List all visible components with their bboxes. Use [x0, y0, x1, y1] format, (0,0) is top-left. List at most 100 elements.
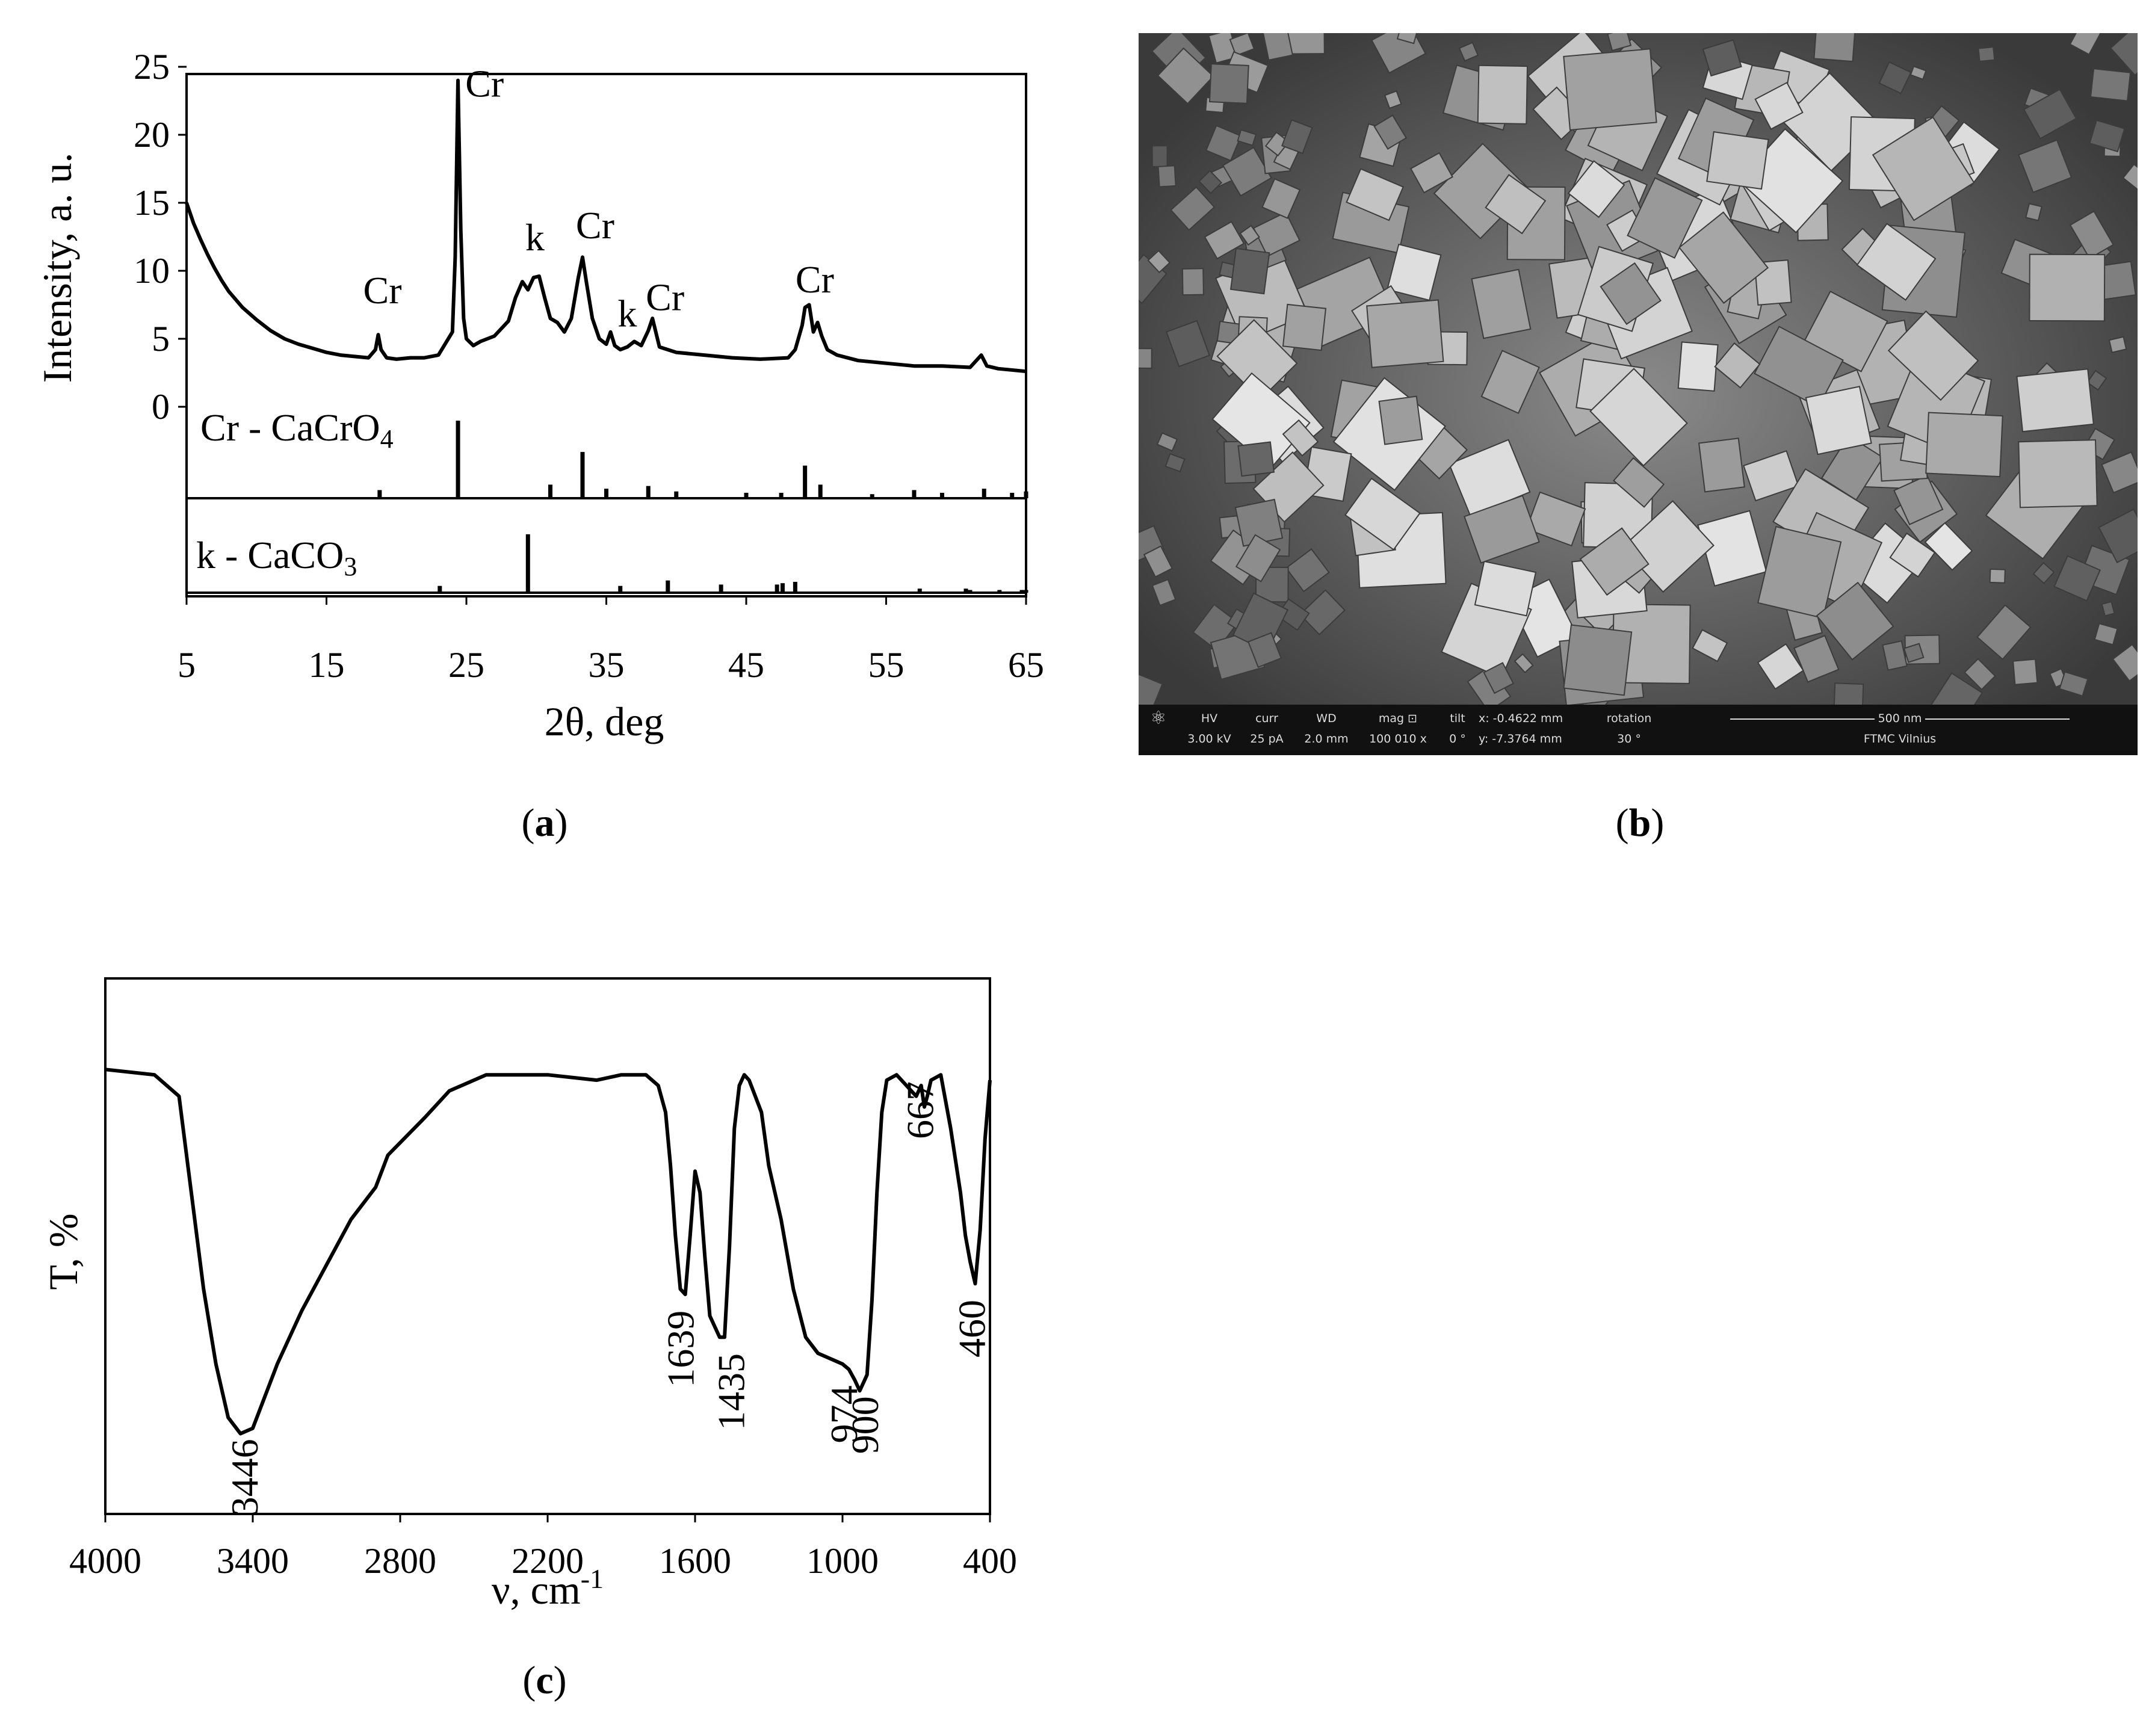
xrd-caco3-reference — [187, 534, 1028, 594]
sem-crystal-grain — [1366, 299, 1444, 368]
sem-crystal-grain — [1208, 63, 1249, 104]
sem-crystal-grain — [1702, 39, 1742, 77]
sem-crystal-grain — [1229, 247, 1270, 295]
sem-crystal-grain — [1216, 319, 1298, 401]
xrd-peak-label: Cr — [576, 204, 614, 247]
ftir-band-label: 900 — [844, 1396, 886, 1454]
sem-crystal-grain — [1856, 223, 1937, 301]
sem-crystal-grain — [2069, 33, 2103, 55]
sem-crystal-grain — [1589, 368, 1688, 467]
sem-info-bar: ⚛ HV 3.00 kV curr 25 pA WD 2.0 mm mag ⊡ 100 … — [1139, 705, 2138, 755]
sem-crystal-grain — [1514, 653, 1534, 673]
panel-caption-b: (b) — [1615, 801, 1665, 845]
sem-crystal-grain — [1743, 450, 1799, 502]
sem-crystal-grain — [1805, 386, 1872, 456]
cacro4-ref-label: Cr - CaCrO4 — [200, 406, 394, 454]
ftir-x-ticks: 4000 3400 2800 2200 1600 1000 400 — [69, 1514, 1017, 1581]
xrd-x-ticks: 5 15 25 35 45 55 65 — [178, 596, 1044, 685]
sem-crystal-grain — [1925, 412, 2003, 478]
sem-crystal-grain — [1924, 522, 1973, 571]
ftir-band-label: 3446 — [223, 1439, 266, 1516]
sem-lab-name: FTMC Vilnius — [1863, 732, 1937, 746]
sem-crystal-grain — [1386, 243, 1442, 301]
ftir-band-label: 460 — [950, 1300, 993, 1358]
sem-crystal-grain — [1157, 47, 1214, 105]
sem-crystal-grain — [2101, 601, 2115, 617]
sem-crystal-grain — [1698, 437, 1745, 493]
ftir-chart: 4000 3400 2800 2200 1600 1000 400 3446 16391435… — [40, 977, 1017, 1613]
sem-crystal-grain — [1139, 348, 1152, 369]
sem-crystal-grain — [1485, 174, 1547, 235]
xrd-x-tick-label: 65 — [1008, 645, 1044, 685]
sem-crystal-grain — [1211, 372, 1311, 470]
ftir-band-label: 1435 — [710, 1353, 752, 1430]
sem-crystal-grain — [1247, 632, 1282, 669]
sem-crystal-grain — [1697, 510, 1767, 587]
xrd-x-tick-label: 45 — [728, 645, 764, 685]
sem-scale-and-lab: 500 nm FTMC Vilnius — [1668, 708, 2132, 749]
sem-crystal-grain — [1754, 326, 1844, 408]
sem-crystal-grain — [1477, 64, 1529, 125]
ftir-x-tick-label: 2200 — [512, 1541, 584, 1581]
sem-crystal-grain — [1816, 581, 1894, 661]
sem-crystal-grain — [1181, 268, 1204, 296]
sem-crystal-grain — [1285, 548, 1330, 593]
sem-crystal-grain — [1378, 395, 1423, 445]
xrd-y-axis-label: Intensity, a. u. — [34, 153, 80, 383]
xrd-cacro4-reference — [187, 421, 1028, 499]
sem-crystal-grain — [2086, 369, 2107, 391]
sem-crystal-grain — [1903, 643, 1925, 663]
sem-logo-icon: ⚛ — [1150, 708, 1167, 729]
xrd-peak-label: Cr — [796, 258, 834, 301]
sem-crystal-grain — [1567, 160, 1625, 218]
sem-crystal-grain — [1299, 589, 1346, 636]
sem-crystal-grain — [1526, 491, 1586, 547]
sem-crystal-grain — [1346, 168, 1404, 221]
sem-crystal-grain — [1757, 525, 1842, 619]
xrd-x-tick-label: 25 — [448, 645, 484, 685]
ftir-x-tick-label: 400 — [963, 1541, 1017, 1581]
sem-crystal-grain — [2122, 163, 2138, 194]
sem-crystal-grain — [1813, 33, 1856, 63]
sem-crystal-grain — [1563, 48, 1657, 131]
xrd-y-tick-label: 15 — [134, 183, 170, 223]
sem-crystal-grain — [1143, 545, 1173, 578]
sem-crystal-grain — [1164, 453, 1186, 473]
sem-crystal-grain — [1151, 578, 1177, 607]
xrd-peak-label: Cr — [465, 63, 504, 105]
sem-crystal-grain — [2098, 508, 2138, 564]
sem-crystal-grain — [2069, 210, 2115, 259]
sem-crystal-grain — [2025, 203, 2042, 221]
sem-crystal-grain — [1754, 81, 1804, 130]
sem-crystal-grain — [1192, 604, 1239, 652]
sem-crystal-grain — [1282, 419, 1319, 457]
sem-scale-bar-label: 500 nm — [1878, 712, 1922, 725]
xrd-peak-label: k — [617, 292, 637, 335]
caco3-ref-label: k - CaCO3 — [196, 534, 357, 581]
xrd-sample-line — [185, 78, 1027, 374]
sem-crystal-grain — [2023, 88, 2077, 140]
xrd-y-tick-label: 20 — [134, 115, 170, 155]
sem-crystal-grain — [1264, 131, 1290, 156]
xrd-x-tick-label: 35 — [589, 645, 625, 685]
ftir-band-label: 667 — [899, 1081, 942, 1139]
xrd-y-ticks: 0 5 10 15 20 25 — [134, 47, 187, 427]
xrd-plot-frame — [185, 73, 1027, 598]
sem-crystal-grain — [1373, 114, 1408, 150]
sem-crystal-grain — [1252, 211, 1300, 258]
sem-crystal-grain — [1889, 532, 1936, 578]
sem-crystal-grain — [1165, 320, 1211, 368]
xrd-peak-label: Cr — [646, 276, 684, 319]
sem-crystal-grain — [1887, 310, 1979, 401]
panel-caption-c: (c) — [522, 1658, 567, 1702]
sem-crystal-grain — [1677, 341, 1719, 392]
sem-crystal-grain — [1222, 146, 1272, 197]
sem-crystal-grain — [2032, 561, 2055, 584]
sem-crystal-grain — [1909, 65, 1927, 81]
ftir-y-axis-label: T, % — [40, 1213, 86, 1290]
sem-crystal-grain — [1878, 61, 1912, 94]
sem-crystal-grain — [1261, 178, 1301, 219]
sem-crystal-grain — [1480, 350, 1540, 414]
sem-crystal-grain — [2018, 139, 2073, 193]
sem-crystal-grain — [1229, 33, 1255, 57]
